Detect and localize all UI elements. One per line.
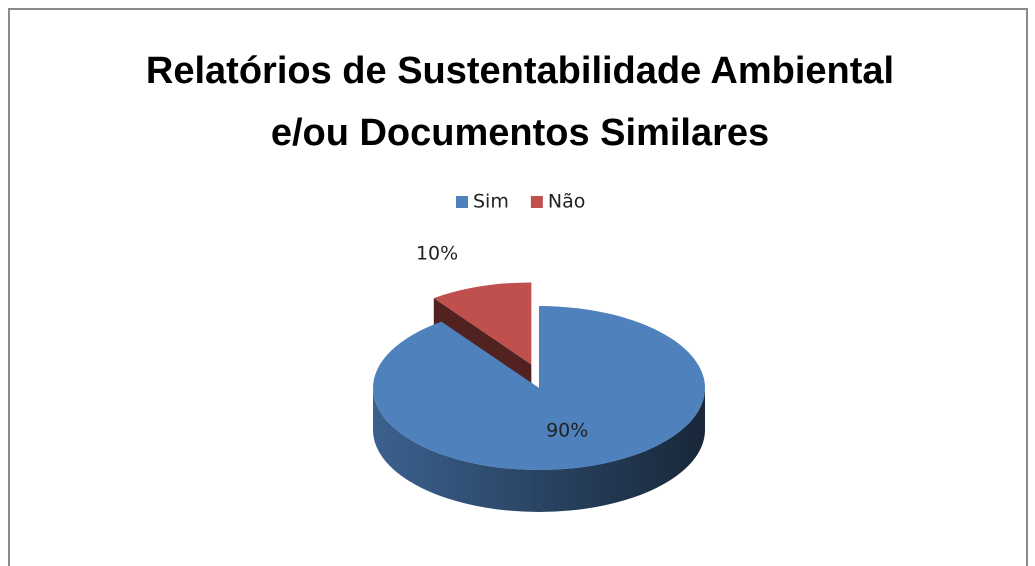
legend-swatch	[456, 196, 468, 208]
legend-swatch	[530, 196, 543, 208]
data-label: 10%	[416, 243, 458, 265]
legend-label: Sim	[473, 191, 509, 213]
slice	[373, 306, 706, 470]
slice-side	[373, 388, 705, 512]
slice	[433, 282, 532, 365]
chart-title: Relatórios de Sustentabilidade Ambiental…	[145, 50, 895, 154]
chart-border	[8, 8, 1028, 566]
legend-label: Não	[548, 191, 585, 213]
data-label: 90%	[546, 419, 588, 441]
